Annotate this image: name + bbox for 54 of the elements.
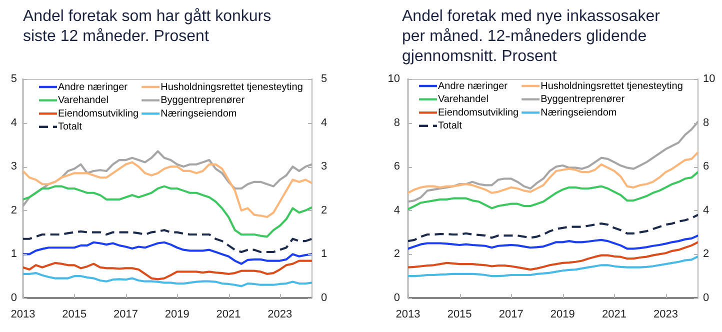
y-tick-label: 4	[394, 204, 400, 216]
y2-tick-label: 10	[703, 73, 716, 86]
legend-label: Eiendomsutvikling	[58, 108, 139, 120]
y2-tick-label: 0	[321, 292, 328, 304]
legend-label: Andre næringer	[58, 82, 128, 93]
y2-tick-label: 2	[703, 248, 710, 260]
line-series	[408, 214, 698, 242]
y-tick-label: 3	[10, 160, 17, 173]
y2-tick-label: 0	[703, 292, 710, 304]
y-tick-label: 5	[10, 73, 17, 86]
legend-label: Varehandel	[58, 95, 108, 106]
legend-label: Husholdningsrettet tjenesteyting	[160, 82, 303, 93]
y2-tick-label: 6	[703, 160, 710, 173]
x-tick-label: 2017	[114, 308, 138, 321]
legend-label: Næringseiendom	[160, 108, 237, 120]
y2-tick-label: 8	[703, 116, 710, 129]
y2-tick-label: 2	[321, 204, 328, 216]
y-tick-label: 1	[10, 248, 17, 260]
y2-tick-label: 4	[321, 116, 328, 129]
chart-title: Andel foretak med nye inkassosaker per måned. 12-måneders glidende gjennomsnitt. Prosent	[402, 7, 661, 67]
y2-tick-label: 1	[321, 248, 328, 260]
legend-label: Andre næringer	[438, 80, 508, 92]
y-tick-label: 0	[394, 292, 400, 304]
legend-label: Totalt	[58, 122, 82, 133]
legend-label: Byggentreprenører	[540, 94, 626, 106]
legend-label: Byggentreprenører	[160, 95, 246, 106]
y-tick-label: 6	[394, 160, 400, 173]
y-tick-label: 2	[394, 248, 400, 260]
legend-label: Totalt	[438, 120, 462, 132]
legend-label: Eiendomsutvikling	[438, 107, 519, 118]
y-tick-label: 0	[10, 292, 17, 304]
x-tick-label: 2015	[62, 308, 87, 321]
legend-label: Næringseiendom	[540, 107, 617, 118]
x-tick-label: 2019	[550, 308, 575, 321]
x-tick-label: 2015	[447, 308, 472, 321]
y2-tick-label: 5	[321, 73, 328, 86]
x-tick-label: 2021	[602, 308, 626, 321]
y-tick-label: 2	[10, 204, 17, 216]
x-tick-label: 2023	[268, 308, 292, 321]
x-tick-label: 2013	[396, 308, 420, 321]
x-tick-label: 2019	[164, 308, 190, 321]
legend-label: Varehandel	[438, 94, 488, 106]
y2-tick-label: 4	[703, 204, 710, 216]
y-tick-label: 4	[10, 116, 17, 129]
x-tick-label: 2017	[498, 308, 524, 321]
x-tick-label: 2013	[10, 308, 36, 321]
legend-label: Husholdningsrettet tjenesteyting	[540, 80, 683, 92]
y-tick-label: 10	[388, 73, 400, 86]
y2-tick-label: 3	[321, 160, 328, 173]
chart-title: Andel foretak som har gått konkurs siste 12 måneder. Prosent	[23, 7, 272, 47]
line-series	[23, 229, 312, 254]
x-tick-label: 2023	[654, 308, 678, 321]
y-tick-label: 8	[394, 116, 400, 129]
x-tick-label: 2021	[216, 308, 241, 321]
